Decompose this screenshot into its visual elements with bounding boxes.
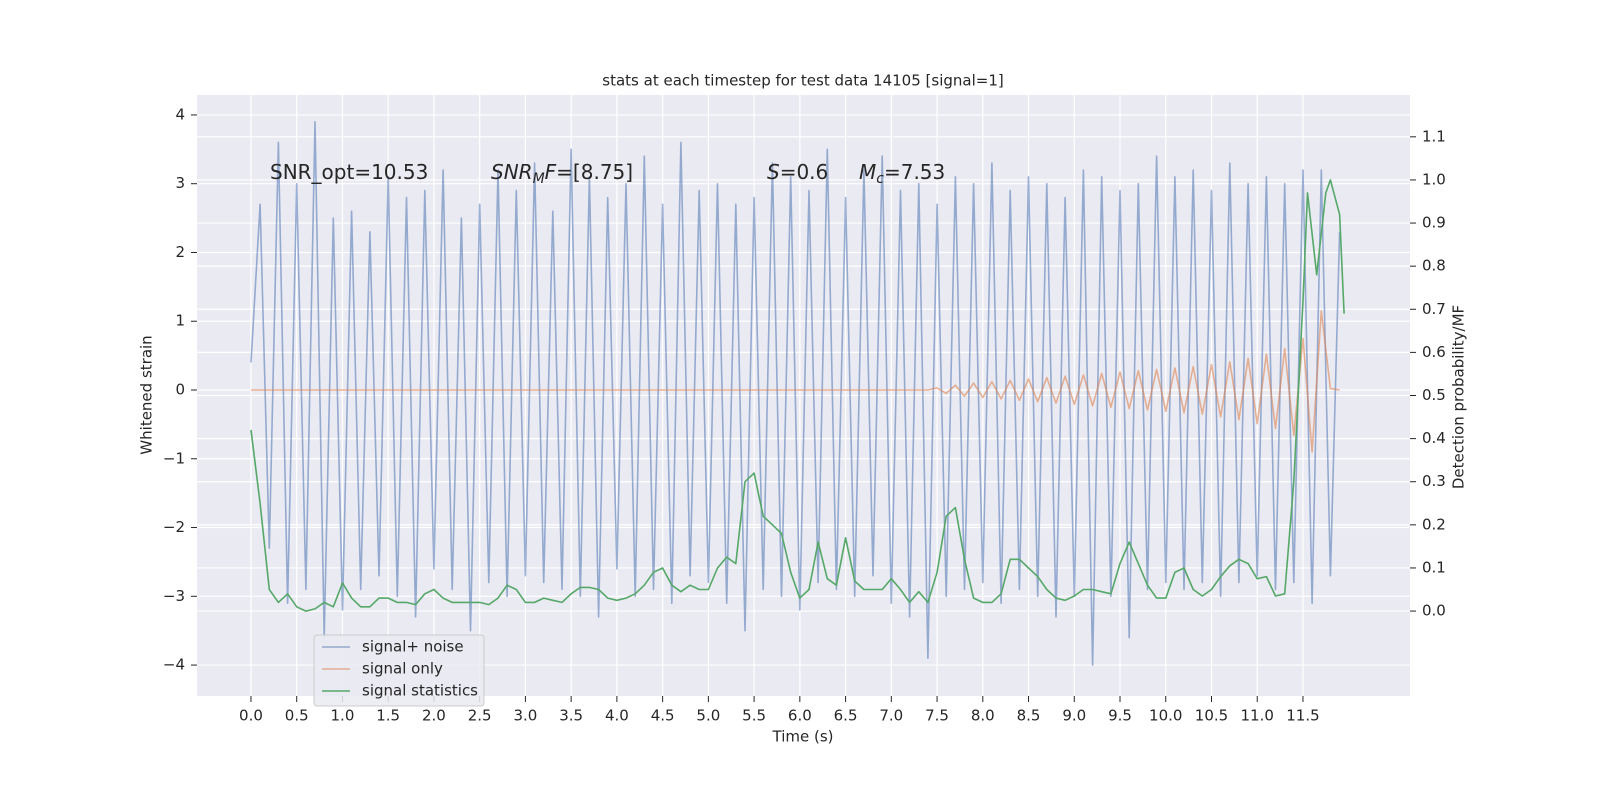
x-tick-label: 9.5 [1108,707,1132,725]
y2-tick-label: 0.7 [1422,300,1446,318]
legend-box [313,634,485,707]
y2-tick-label: 0.4 [1422,429,1446,447]
annotation: S=0.6 [767,160,828,184]
x-tick-label: 1.0 [331,707,355,725]
y-axis-label: Whitened strain [138,335,156,454]
x-tick-label: 9.0 [1062,707,1086,725]
x-tick-label: 11.5 [1286,707,1319,725]
annotation: Mc=7.53 [859,160,945,188]
annotation-part: M [533,171,545,187]
annotation-part: =[8.75] [556,160,633,184]
y-tick-label: 4 [175,105,185,123]
y2-tick-label: 0.0 [1422,602,1446,620]
annotation-part: =7.53 [884,160,945,184]
y2-tick-label: 0.3 [1422,472,1446,490]
legend-label: signal only [362,660,443,678]
x-tick-label: 2.0 [422,707,446,725]
x-tick-label: 5.5 [742,707,766,725]
x-tick-label: 6.0 [788,707,812,725]
annotation-part: F [545,160,557,184]
series-line [251,310,1340,453]
y2-tick-label: 0.8 [1422,257,1446,275]
x-axis-label: Time (s) [772,728,834,746]
y2-tick-label: 1.1 [1422,127,1446,145]
chart-title: stats at each timestep for test data 141… [602,72,1003,90]
legend-label: signal+ noise [362,638,464,656]
x-tick-label: 6.5 [834,707,858,725]
x-tick-label: 0.0 [239,707,263,725]
y2-tick-label: 0.9 [1422,214,1446,232]
y-tick-label: 2 [175,243,185,261]
y-tick-label: −2 [163,518,185,536]
y-tick-label: 1 [175,312,185,330]
y2-axis-label: Detection probability/MF [1450,305,1468,489]
series-line [250,121,1341,666]
y-tick-label: −1 [163,449,185,467]
x-tick-label: 0.5 [285,707,309,725]
y-tick-label: 0 [175,380,185,398]
y2-tick-label: 0.2 [1422,515,1446,533]
x-tick-label: 1.5 [376,707,400,725]
x-tick-label: 10.5 [1195,707,1228,725]
x-tick-label: 3.0 [513,707,537,725]
x-tick-label: 4.5 [651,707,675,725]
x-tick-label: 8.0 [971,707,995,725]
annotation: SNR_opt=10.53 [270,160,428,184]
annotation-part: M [859,160,876,184]
annotation-part: SNR_opt=10.53 [270,160,428,184]
x-tick-label: 7.0 [879,707,903,725]
annotation-part: S [767,160,780,184]
y2-tick-label: 0.6 [1422,343,1446,361]
x-tick-label: 11.0 [1241,707,1274,725]
annotation-part: SNR [491,160,533,184]
x-tick-label: 10.0 [1149,707,1182,725]
series-line [250,179,1345,612]
y2-tick-label: 1.0 [1422,170,1446,188]
y-tick-label: −4 [163,656,185,674]
x-tick-label: 8.5 [1017,707,1041,725]
y-tick-label: 3 [175,174,185,192]
x-tick-label: 3.5 [559,707,583,725]
y-tick-label: −3 [163,587,185,605]
x-tick-label: 5.0 [696,707,720,725]
annotation-part: =0.6 [780,160,829,184]
x-tick-label: 7.5 [925,707,949,725]
legend-label: signal statistics [362,682,478,700]
y2-tick-label: 0.1 [1422,558,1446,576]
x-tick-label: 4.0 [605,707,629,725]
y2-tick-label: 0.5 [1422,386,1446,404]
annotation: SNRMF=[8.75] [491,160,633,188]
annotation-part: c [876,171,884,187]
x-tick-label: 2.5 [468,707,492,725]
